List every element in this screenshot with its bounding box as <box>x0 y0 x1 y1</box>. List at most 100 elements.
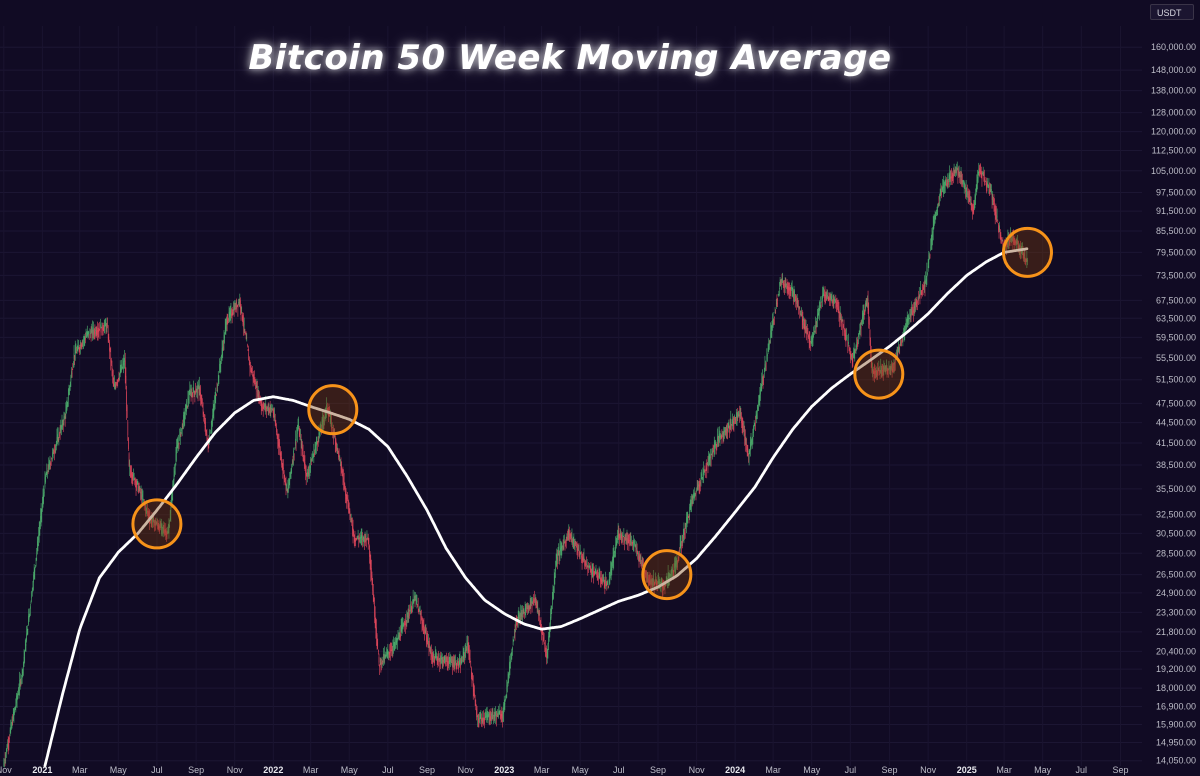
candle-body <box>247 345 248 347</box>
candle-body <box>586 561 588 565</box>
candle-body <box>322 418 323 425</box>
candle-body <box>926 279 927 282</box>
candle-body <box>338 453 340 455</box>
candle-body <box>303 454 304 461</box>
candle-body <box>942 185 943 190</box>
candle-body <box>112 371 113 377</box>
candle-body <box>514 631 516 633</box>
candle-body <box>844 330 845 332</box>
candle-body <box>40 508 42 519</box>
candle-body <box>221 355 222 360</box>
candle-body <box>930 246 931 251</box>
candle-body <box>602 580 604 582</box>
candle-body <box>451 662 453 663</box>
candle-body <box>470 663 471 665</box>
candle-body <box>955 169 956 171</box>
candle-body <box>348 504 349 513</box>
candle-body <box>929 254 931 256</box>
candle-body <box>97 330 98 335</box>
candle-body <box>843 328 845 330</box>
candle-body <box>650 580 651 585</box>
candle-body <box>197 386 198 390</box>
candle-body <box>690 503 691 510</box>
candle-body <box>856 341 857 345</box>
candle-body <box>374 612 376 625</box>
candle-body <box>703 469 704 475</box>
candle-body <box>68 389 70 396</box>
candle-body <box>938 204 939 206</box>
candle-body <box>767 347 769 353</box>
candle-body <box>263 406 265 408</box>
candle-body <box>979 167 980 173</box>
candle-body <box>901 339 903 341</box>
candle-body <box>332 427 334 433</box>
candle-body <box>252 374 254 379</box>
candle-body <box>550 616 551 625</box>
candle-body <box>548 629 550 638</box>
candle-body <box>816 320 818 324</box>
candle-body <box>750 442 751 451</box>
candle-body <box>693 494 694 499</box>
candle-body <box>557 557 558 561</box>
candle-body <box>869 329 871 340</box>
candle-body <box>916 302 918 305</box>
candle-body <box>397 635 399 640</box>
candle-body <box>1013 237 1014 244</box>
candle-body <box>7 743 8 748</box>
candle-body <box>765 365 766 367</box>
candle-body <box>684 530 686 532</box>
candle-body <box>426 637 428 645</box>
candle-body <box>653 582 655 588</box>
candle-body <box>932 224 934 233</box>
candle-body <box>952 174 954 177</box>
candle-body <box>808 335 809 338</box>
candle-body <box>421 619 423 624</box>
candle-body <box>631 541 632 543</box>
candle-body <box>863 313 864 317</box>
candle-body <box>423 626 425 628</box>
candle-body <box>285 482 287 490</box>
candle-body <box>771 323 773 331</box>
candle-body <box>678 558 679 560</box>
y-tick-label: 55,500.00 <box>1156 353 1196 363</box>
candle-body <box>829 297 830 301</box>
candle-body <box>219 364 221 369</box>
candle-body <box>357 538 359 539</box>
candle-body <box>324 417 325 419</box>
y-axis[interactable]: 14,050.0014,950.0015,900.0016,900.0018,0… <box>1151 42 1196 766</box>
candle-body <box>636 547 637 550</box>
candle-body <box>850 353 852 359</box>
candle-body <box>304 462 306 465</box>
currency-badge[interactable]: USDT <box>1150 4 1194 20</box>
candle-body <box>726 425 727 430</box>
candle-body <box>879 370 880 372</box>
moving-average <box>43 247 1029 768</box>
candle-body <box>958 172 960 173</box>
candle-body <box>75 351 77 354</box>
candle-body <box>442 659 444 665</box>
candle-body <box>440 657 442 660</box>
candle-body <box>1024 257 1026 259</box>
candle-body <box>819 307 821 311</box>
candle-body <box>640 560 642 562</box>
candle-body <box>581 556 583 562</box>
candle-body <box>815 326 817 327</box>
candle-body <box>100 324 101 329</box>
candle-body <box>693 494 695 497</box>
candle-body <box>240 304 242 313</box>
x-axis[interactable]: Nov2021MarMayJulSepNov2022MarMayJulSepNo… <box>0 765 1128 775</box>
candle-body <box>27 628 29 630</box>
candle-body <box>133 475 135 478</box>
candle-body <box>154 520 156 523</box>
candle-body <box>736 413 738 418</box>
candle-body <box>220 362 222 365</box>
x-tick-label: Nov <box>920 765 937 775</box>
candle-body <box>755 422 756 424</box>
candle-body <box>244 328 246 332</box>
candle-body <box>826 293 827 296</box>
candle-body <box>347 501 349 508</box>
candle-body <box>941 191 942 195</box>
candle-body <box>89 331 91 334</box>
candle-body <box>131 472 132 478</box>
candle-body <box>83 337 85 340</box>
